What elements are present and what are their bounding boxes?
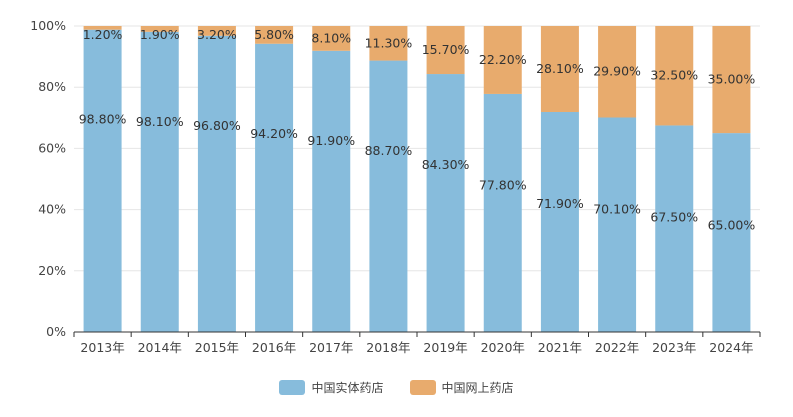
x-tick-label: 2015年 [195,340,239,355]
x-tick-label: 2023年 [652,340,696,355]
data-label-physical: 70.10% [593,201,641,216]
data-label-physical: 84.30% [422,157,470,172]
y-tick-label: 0% [46,324,66,339]
x-tick-label: 2024年 [709,340,753,355]
grid-lines [74,25,760,272]
x-axis: 2013年 2014年 2015年 2016年 2017年 2018年 2019年 2020年… [73,331,761,355]
bar-online[interactable] [712,26,751,134]
bar-physical[interactable] [140,31,179,333]
legend-swatch-online [409,379,436,395]
bar-physical[interactable] [540,111,579,333]
bar-online[interactable] [140,26,179,32]
y-tick-label: 40% [38,202,66,217]
data-label-online: 11.30% [365,35,413,50]
x-tick-label: 2018年 [366,340,410,355]
data-label-physical: 67.50% [650,210,698,225]
legend-label-physical: 中国实体药店 [311,380,384,395]
data-label-online: 22.20% [479,52,527,67]
x-tick-label: 2013年 [80,340,124,355]
bar-online[interactable] [312,26,351,51]
bar-online[interactable] [197,26,236,36]
bar-physical[interactable] [655,125,694,332]
data-labels: 98.80% 1.20% 98.10% 1.90% 96.80% 3.20% 94.20% 5… [79,27,756,232]
data-label-online: 29.90% [593,64,641,79]
stacked-bar-chart: 0% 20% 40% 60% 80% 100% 98.80% 1.20% 98.10% 1.90… [30,18,761,355]
bar-physical[interactable] [197,35,236,333]
data-label-online: 5.80% [254,27,294,42]
data-label-physical: 98.10% [136,114,184,129]
y-axis: 0% 20% 40% 60% 80% 100% [30,18,66,339]
data-label-physical: 94.20% [250,126,298,141]
legend-item-online[interactable]: 中国网上药店 [409,379,514,396]
bar-physical[interactable] [483,93,522,332]
legend-item-physical[interactable]: 中国实体药店 [279,379,384,396]
x-tick-label: 2022年 [595,340,639,355]
bar-online[interactable] [598,26,637,118]
bar-physical[interactable] [83,29,122,333]
bars [83,26,751,333]
bar-physical[interactable] [369,60,408,332]
bar-online[interactable] [369,26,408,61]
legend: 中国实体药店 中国网上药店 [0,376,793,398]
y-tick-label: 100% [30,18,66,33]
bar-online[interactable] [255,26,294,44]
data-label-physical: 77.80% [479,177,527,192]
data-label-physical: 88.70% [365,143,413,158]
data-label-physical: 65.00% [708,217,756,232]
y-tick-label: 80% [38,79,66,94]
bar-physical[interactable] [312,50,351,332]
bar-online[interactable] [540,26,579,112]
data-label-physical: 98.80% [79,112,127,127]
y-tick-label: 20% [38,263,66,278]
data-label-physical: 71.90% [536,196,584,211]
bar-online[interactable] [83,26,122,30]
data-label-online: 3.20% [197,27,237,42]
data-label-physical: 91.90% [307,133,355,148]
x-tick-label: 2014年 [138,340,182,355]
x-tick-label: 2019年 [423,340,467,355]
data-label-online: 15.70% [422,42,470,57]
x-tick-label: 2021年 [538,340,582,355]
x-tick-label: 2017年 [309,340,353,355]
legend-label-online: 中国网上药店 [441,380,514,395]
data-label-online: 1.20% [83,27,123,42]
bar-online[interactable] [426,26,465,75]
bar-physical[interactable] [426,74,465,333]
data-label-physical: 96.80% [193,118,241,133]
legend-swatch-physical [279,379,306,395]
data-label-online: 35.00% [708,72,756,87]
data-label-online: 28.10% [536,61,584,76]
bar-physical[interactable] [598,117,637,332]
bar-online[interactable] [483,26,522,94]
y-tick-label: 60% [38,140,66,155]
data-label-online: 1.90% [140,27,180,42]
x-tick-label: 2020年 [481,340,525,355]
bar-physical[interactable] [712,133,751,332]
data-label-online: 32.50% [650,68,698,83]
bar-physical[interactable] [255,43,294,333]
x-tick-label: 2016年 [252,340,296,355]
data-label-online: 8.10% [311,30,351,45]
bar-online[interactable] [655,26,694,126]
